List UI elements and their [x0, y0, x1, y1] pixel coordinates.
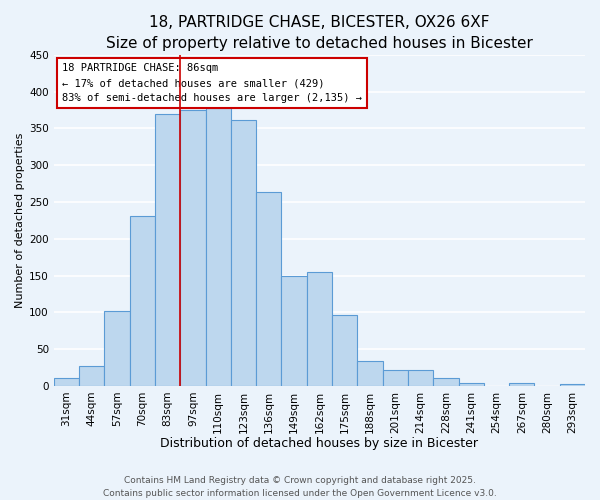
- Bar: [560, 384, 585, 386]
- Bar: [155, 114, 180, 386]
- Bar: [509, 383, 535, 386]
- Bar: [332, 314, 358, 386]
- Bar: [281, 276, 307, 386]
- Bar: [383, 370, 408, 386]
- X-axis label: Distribution of detached houses by size in Bicester: Distribution of detached houses by size …: [160, 437, 478, 450]
- Text: 18 PARTRIDGE CHASE: 86sqm
← 17% of detached houses are smaller (429)
83% of semi: 18 PARTRIDGE CHASE: 86sqm ← 17% of detac…: [62, 63, 362, 103]
- Bar: [104, 311, 130, 386]
- Bar: [358, 361, 383, 386]
- Y-axis label: Number of detached properties: Number of detached properties: [15, 132, 25, 308]
- Bar: [54, 378, 79, 386]
- Bar: [180, 110, 206, 386]
- Bar: [231, 120, 256, 386]
- Bar: [307, 272, 332, 386]
- Title: 18, PARTRIDGE CHASE, BICESTER, OX26 6XF
Size of property relative to detached ho: 18, PARTRIDGE CHASE, BICESTER, OX26 6XF …: [106, 15, 533, 51]
- Bar: [433, 378, 458, 386]
- Bar: [79, 366, 104, 386]
- Bar: [408, 370, 433, 386]
- Bar: [458, 383, 484, 386]
- Bar: [256, 192, 281, 386]
- Bar: [206, 108, 231, 386]
- Text: Contains HM Land Registry data © Crown copyright and database right 2025.
Contai: Contains HM Land Registry data © Crown c…: [103, 476, 497, 498]
- Bar: [130, 216, 155, 386]
